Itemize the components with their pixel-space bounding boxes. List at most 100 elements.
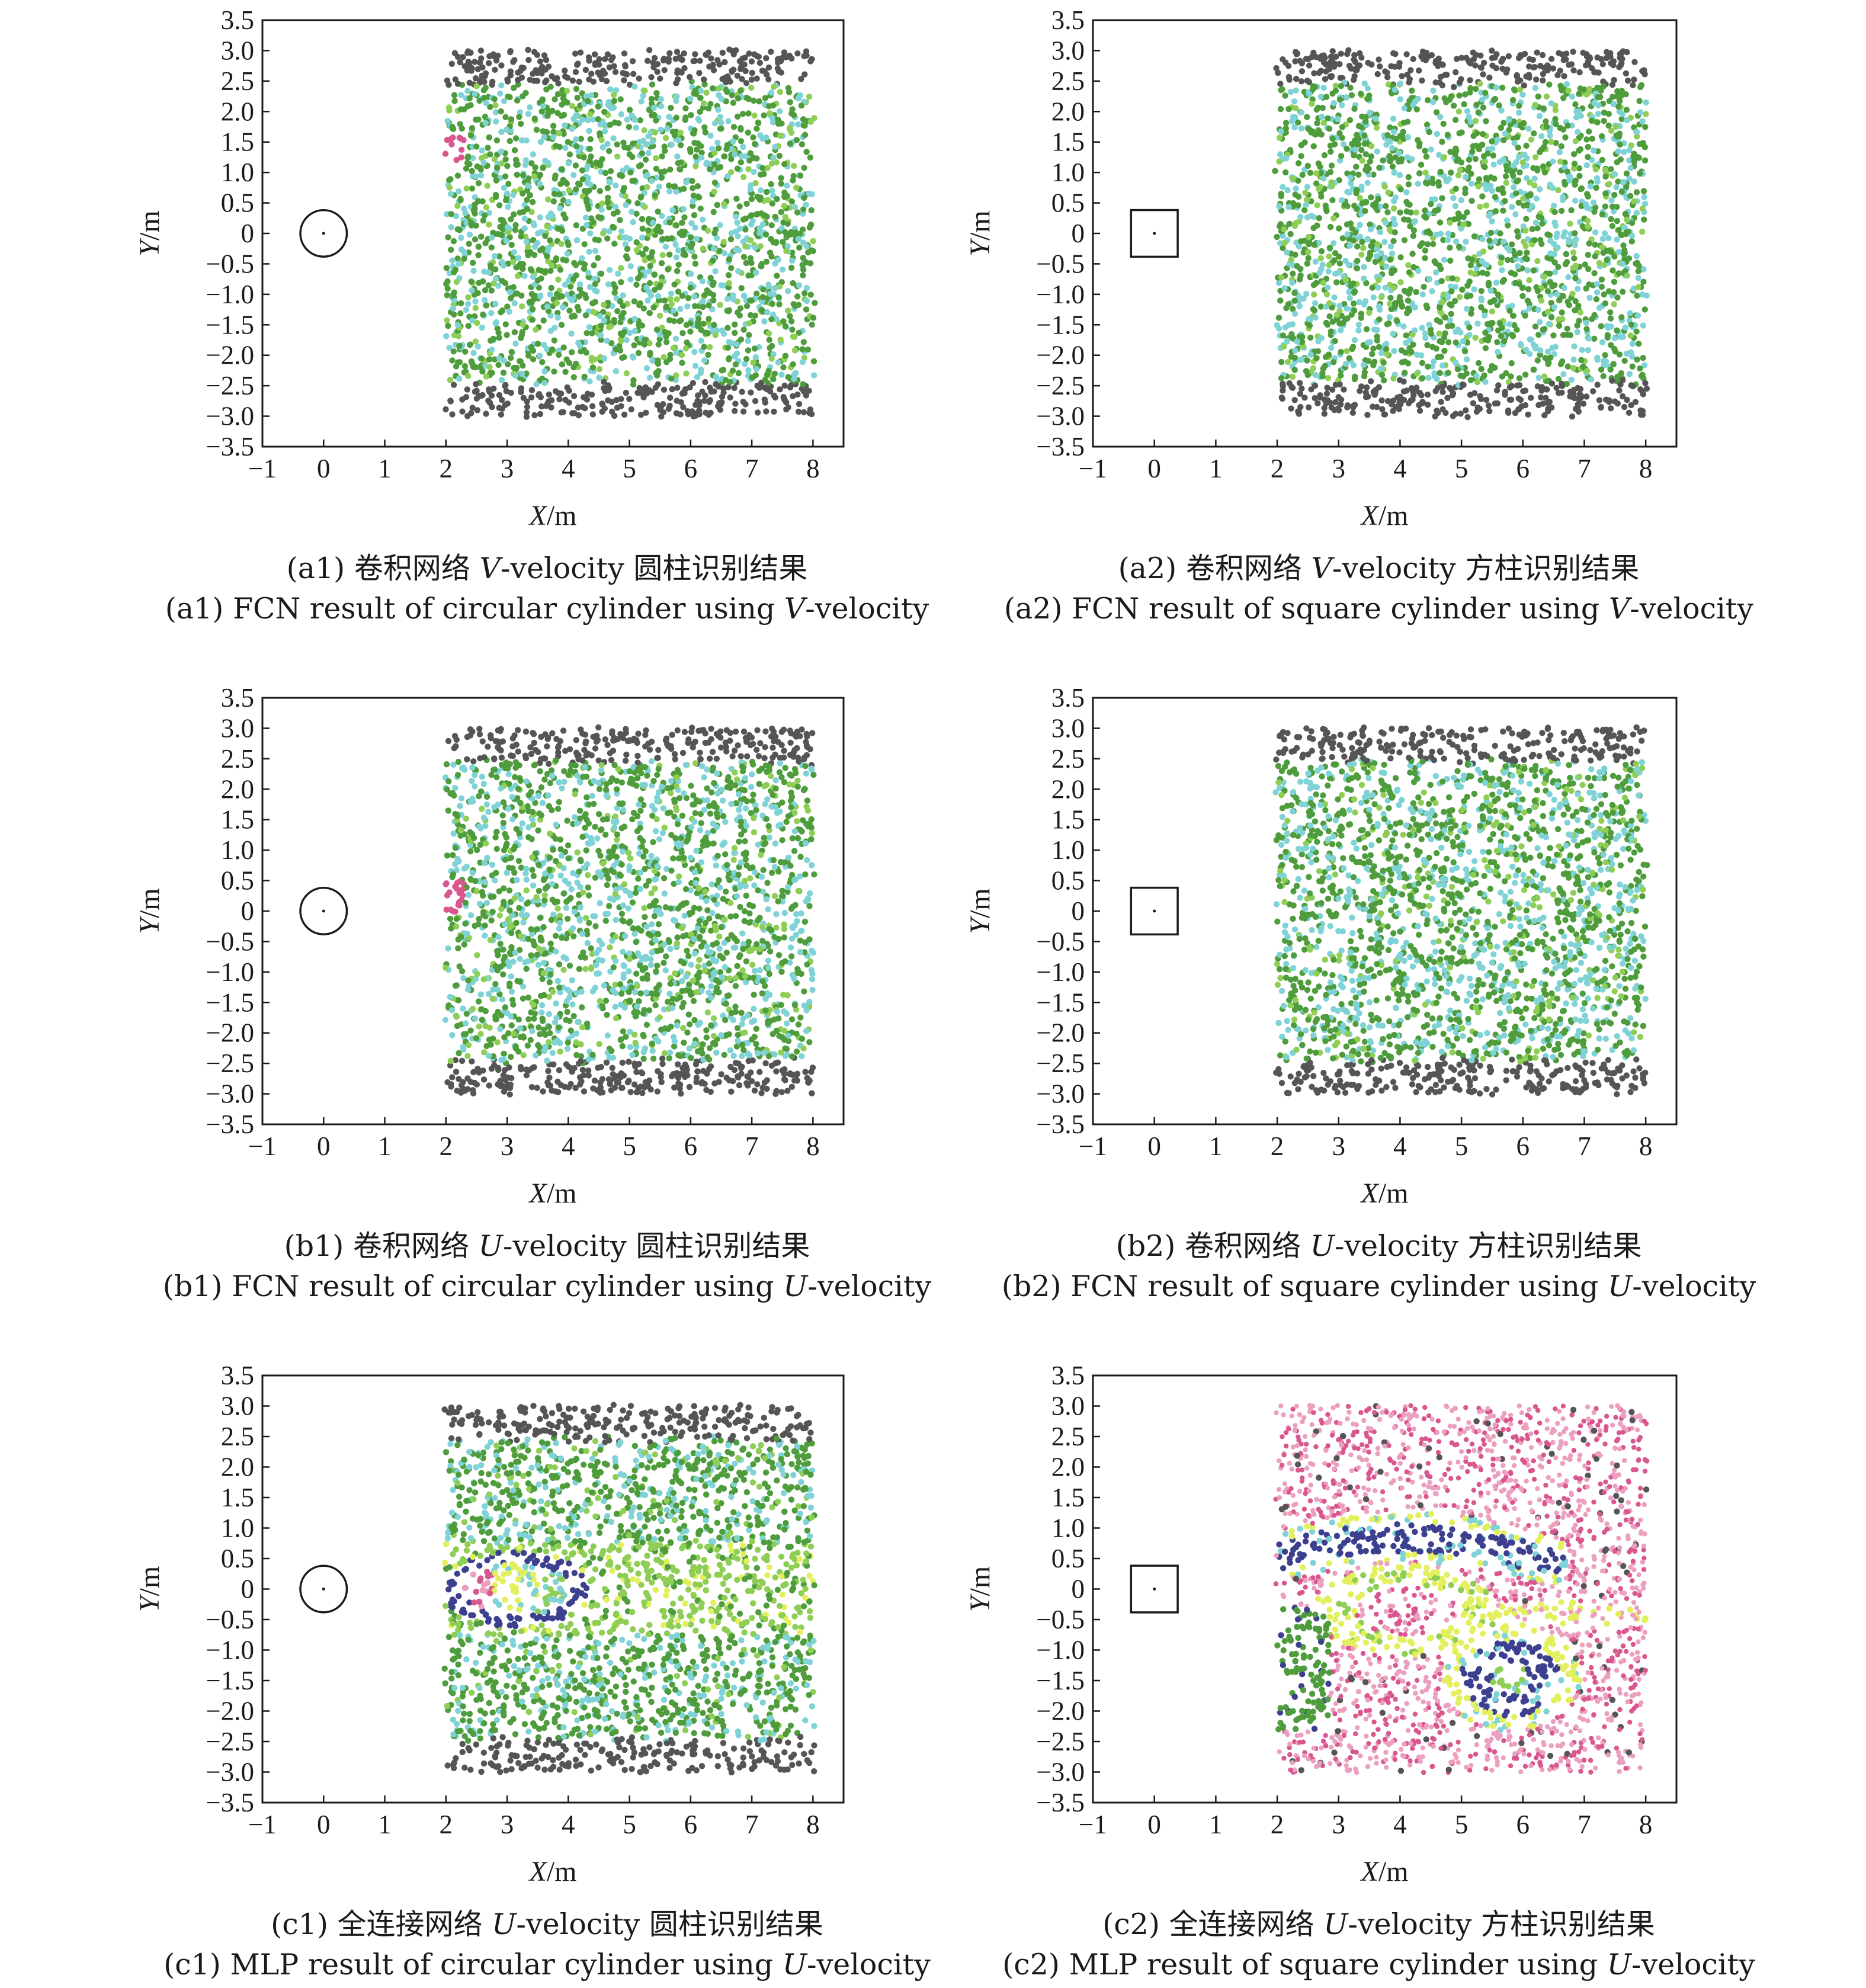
scatter-point — [1285, 204, 1292, 210]
scatter-point — [466, 241, 472, 247]
scatter-point — [1513, 190, 1519, 197]
scatter-point — [1480, 71, 1486, 78]
scatter-point — [690, 198, 696, 205]
scatter-point — [1378, 397, 1385, 404]
scatter-point — [1598, 133, 1605, 140]
x-tick-label: 0 — [317, 454, 331, 483]
scatter-point — [624, 255, 631, 262]
scatter-point — [1435, 182, 1442, 189]
scatter-point — [1425, 374, 1432, 381]
scatter-point — [611, 91, 617, 98]
scatter-point — [507, 355, 514, 361]
scatter-point — [1640, 322, 1646, 329]
scatter-point — [1534, 167, 1541, 174]
scatter-point — [538, 403, 545, 410]
scatter-point — [778, 175, 784, 181]
scatter-point — [709, 146, 716, 152]
scatter-point — [514, 171, 520, 178]
scatter-point — [693, 235, 700, 242]
scatter-point — [1576, 318, 1582, 324]
scatter-point — [696, 411, 703, 418]
scatter-point — [1460, 338, 1466, 345]
scatter-point — [502, 321, 509, 328]
scatter-point — [1329, 136, 1336, 142]
scatter-point — [1486, 238, 1493, 244]
scatter-point — [587, 111, 594, 118]
scatter-point — [698, 149, 705, 156]
scatter-point — [678, 399, 685, 406]
scatter-point — [1620, 178, 1627, 185]
scatter-point — [1320, 85, 1327, 91]
scatter-point — [448, 60, 455, 68]
scatter-point — [1608, 197, 1615, 204]
scatter-point — [596, 374, 602, 381]
scatter-point — [1361, 264, 1367, 270]
scatter-point — [1426, 129, 1432, 136]
scatter-point — [1416, 408, 1423, 414]
scatter-point — [645, 57, 651, 64]
scatter-point — [1472, 62, 1479, 69]
x-tick-label: 1 — [378, 454, 392, 483]
scatter-point — [1611, 301, 1617, 307]
scatter-point — [763, 408, 770, 415]
scatter-point — [595, 214, 602, 220]
scatter-point — [1531, 130, 1537, 137]
scatter-point — [1471, 271, 1478, 277]
scatter-point — [617, 96, 624, 102]
scatter-point — [1568, 377, 1575, 383]
scatter-point — [674, 384, 681, 391]
scatter-point — [671, 183, 678, 190]
scatter-point — [520, 265, 526, 272]
scatter-point — [1327, 223, 1334, 230]
scatter-point — [629, 209, 635, 215]
scatter-point — [1512, 211, 1519, 217]
scatter-point — [1580, 400, 1587, 407]
scatter-point — [447, 377, 454, 383]
scatter-point — [691, 90, 697, 97]
scatter-point — [711, 188, 717, 195]
scatter-point — [791, 347, 799, 354]
scatter-point — [809, 321, 815, 328]
scatter-point — [493, 57, 500, 64]
scatter-point — [649, 81, 656, 88]
scatter-point — [1569, 93, 1576, 100]
scatter-point — [574, 62, 581, 68]
scatter-point — [445, 177, 453, 184]
scatter-point — [1565, 274, 1572, 281]
scatter-point — [643, 409, 649, 416]
scatter-point — [566, 399, 572, 406]
scatter-point — [1624, 78, 1631, 84]
scatter-point — [517, 120, 524, 127]
scatter-point — [1480, 104, 1487, 111]
scatter-point — [1288, 405, 1294, 412]
scatter-point — [1542, 139, 1549, 146]
scatter-point — [598, 270, 605, 277]
scatter-point — [771, 84, 777, 90]
scatter-point — [1367, 110, 1373, 116]
scatter-point — [1409, 251, 1416, 257]
scatter-point — [1590, 199, 1597, 206]
scatter-point — [572, 262, 579, 268]
scatter-point — [694, 392, 701, 399]
scatter-point — [1583, 285, 1589, 292]
scatter-point — [492, 191, 499, 198]
scatter-point — [1541, 373, 1548, 380]
scatter-point — [586, 248, 592, 255]
scatter-point — [1390, 238, 1397, 245]
scatter-point — [1424, 342, 1431, 348]
scatter-point — [557, 267, 564, 273]
scatter-point — [805, 249, 812, 256]
scatter-point — [496, 392, 503, 399]
scatter-point — [1434, 130, 1440, 137]
scatter-point — [570, 374, 577, 380]
scatter-point — [718, 125, 724, 132]
scatter-point — [1638, 82, 1645, 88]
scatter-point — [585, 270, 592, 276]
scatter-point — [472, 389, 479, 395]
scatter-point — [1571, 255, 1578, 262]
scatter-point — [608, 399, 615, 405]
scatter-point — [1608, 342, 1614, 348]
scatter-point — [683, 179, 690, 185]
scatter-point — [1322, 202, 1329, 209]
scatter-point — [754, 126, 760, 132]
